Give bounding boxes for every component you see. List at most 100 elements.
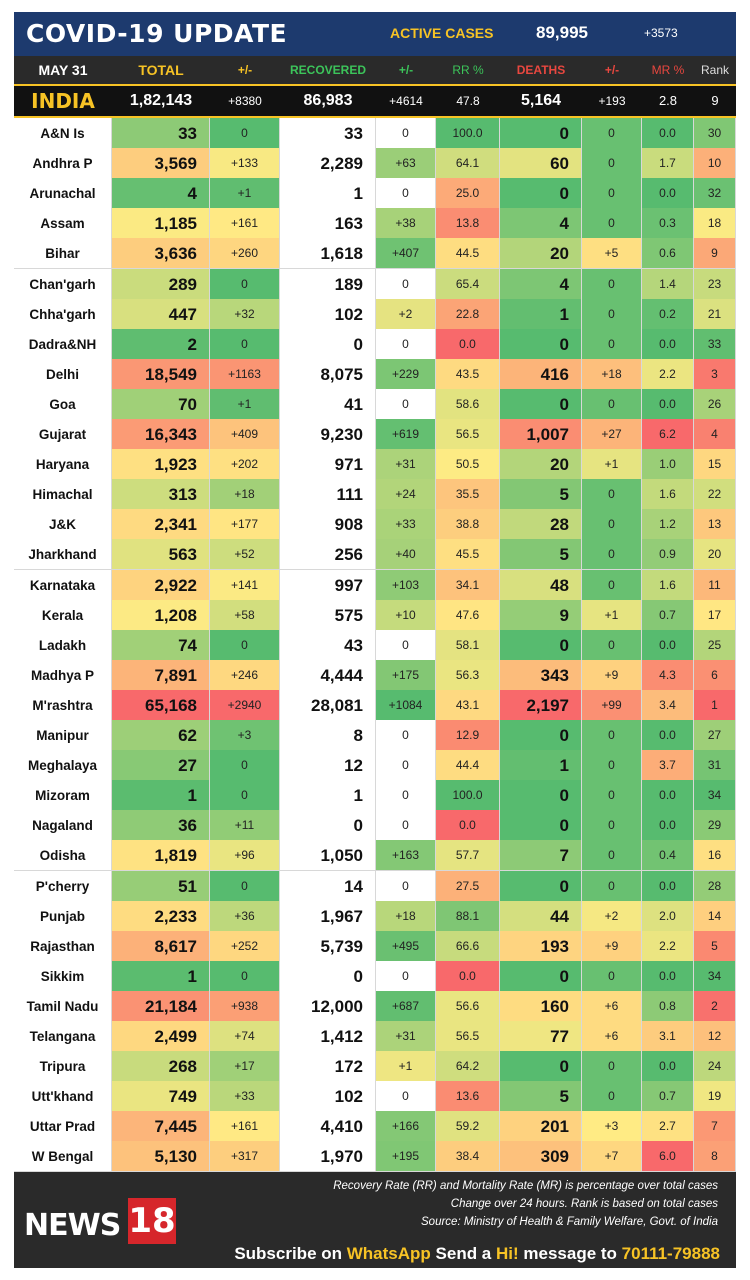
cell-deaths: 20 [500,238,582,270]
cell-recovered: 111 [280,479,376,511]
header-total-change: +/- [237,63,253,77]
cell-d-total: +32 [210,298,280,330]
cell-state: Arunachal [14,178,112,210]
cell-rr: 56.3 [436,659,500,691]
cell-total: 74 [112,629,210,661]
table-row: Chan'garh 289 0 189 0 65.4 4 0 1.4 23 [14,268,736,300]
cell-d-deaths: +6 [582,1021,642,1052]
cell-state: A&N Is [14,118,112,149]
india-rank: 9 [711,93,719,108]
cell-recovered: 28,081 [280,689,376,721]
subscribe-text: Subscribe on [234,1244,347,1263]
cell-mr: 0.7 [642,599,694,631]
cell-d-total: +18 [210,479,280,511]
cell-rr: 88.1 [436,900,500,932]
cell-d-total: +246 [210,659,280,691]
table-row: Gujarat 16,343 +409 9,230 +619 56.5 1,007 +27 6.… [14,419,736,450]
cell-state: Madhya P [14,659,112,691]
table-row: Dadra&NH 2 0 0 0 0.0 0 0 0.0 33 [14,328,736,360]
cell-deaths: 4 [500,208,582,240]
cell-d-rec: +229 [376,358,436,390]
cell-recovered: 2,289 [280,148,376,180]
active-cases-label: ACTIVE CASES [390,25,494,41]
cell-rank: 11 [694,569,736,601]
cell-total: 1,819 [112,840,210,872]
cell-d-total: +177 [210,509,280,541]
cell-mr: 1.0 [642,449,694,481]
cell-mr: 2.2 [642,930,694,962]
cell-mr: 2.7 [642,1111,694,1143]
cell-state: Haryana [14,449,112,481]
cell-total: 447 [112,298,210,330]
cell-state: Gujarat [14,419,112,450]
table-row: Jharkhand 563 +52 256 +40 45.5 5 0 0.9 20 [14,539,736,571]
cell-rank: 9 [694,238,736,270]
cell-d-total: +252 [210,930,280,962]
table-row: Chha'garh 447 +32 102 +2 22.8 1 0 0.2 21 [14,298,736,330]
cell-mr: 0.0 [642,388,694,420]
cell-d-rec: +2 [376,298,436,330]
table-row: Madhya P 7,891 +246 4,444 +175 56.3 343 +9 4.3 6 [14,659,736,691]
cell-recovered: 102 [280,1081,376,1113]
cell-mr: 0.7 [642,1081,694,1113]
hi-label: Hi! [495,1244,519,1263]
table-row: M'rashtra 65,168 +2940 28,081 +1084 43.1 2,197… [14,689,736,721]
cell-mr: 0.0 [642,720,694,751]
cell-deaths: 193 [500,930,582,962]
cell-state: W Bengal [14,1141,112,1173]
cell-d-total: +36 [210,900,280,932]
cell-state: Tamil Nadu [14,990,112,1022]
cell-recovered: 163 [280,208,376,240]
cell-mr: 0.0 [642,328,694,360]
cell-rank: 19 [694,1081,736,1113]
cell-total: 65,168 [112,689,210,721]
cell-state: Andhra P [14,148,112,180]
cell-d-total: +74 [210,1021,280,1052]
cell-d-deaths: 0 [582,720,642,751]
table-row: Nagaland 36 +11 0 0 0.0 0 0 0.0 29 [14,810,736,842]
header-rank: Rank [700,63,729,77]
india-rr: 47.8 [456,94,480,108]
cell-total: 1 [112,780,210,812]
cell-state: Utt'khand [14,1081,112,1113]
cell-d-total: 0 [210,870,280,902]
cell-rank: 34 [694,960,736,992]
cell-rr: 22.8 [436,298,500,330]
cell-rr: 45.5 [436,539,500,571]
table-row: Telangana 2,499 +74 1,412 +31 56.5 77 +6 3.1 12 [14,1021,736,1052]
cell-rr: 56.5 [436,419,500,450]
cell-deaths: 5 [500,479,582,511]
india-recovered-change: +4614 [389,94,423,108]
cell-mr: 1.6 [642,569,694,601]
logo-news-text: NEWS [24,1208,121,1243]
cell-total: 7,445 [112,1111,210,1143]
india-label: INDIA [31,89,95,113]
cell-rank: 23 [694,268,736,300]
cell-d-total: +409 [210,419,280,450]
cell-rank: 7 [694,1111,736,1143]
cell-state: Meghalaya [14,750,112,782]
cell-state: Ladakh [14,629,112,661]
table-row: Andhra P 3,569 +133 2,289 +63 64.1 60 0 1.7 10 [14,148,736,180]
cell-d-total: +17 [210,1051,280,1083]
cell-deaths: 4 [500,268,582,300]
cell-rr: 58.6 [436,388,500,420]
header-date: MAY 31 [38,62,88,78]
cell-d-deaths: 0 [582,509,642,541]
table-row: Bihar 3,636 +260 1,618 +407 44.5 20 +5 0.6 9 [14,238,736,270]
cell-d-total: +1 [210,388,280,420]
cell-mr: 1.6 [642,479,694,511]
table-row: Assam 1,185 +161 163 +38 13.8 4 0 0.3 18 [14,208,736,240]
active-cases-value: 89,995 [536,23,588,42]
cell-mr: 1.4 [642,268,694,300]
cell-d-deaths: +2 [582,900,642,932]
cell-total: 5,130 [112,1141,210,1173]
cell-rr: 44.4 [436,750,500,782]
cell-d-rec: +195 [376,1141,436,1173]
cell-rank: 29 [694,810,736,842]
cell-recovered: 14 [280,870,376,902]
cell-recovered: 12,000 [280,990,376,1022]
cell-total: 2,341 [112,509,210,541]
cell-rank: 34 [694,780,736,812]
cell-rr: 65.4 [436,268,500,300]
